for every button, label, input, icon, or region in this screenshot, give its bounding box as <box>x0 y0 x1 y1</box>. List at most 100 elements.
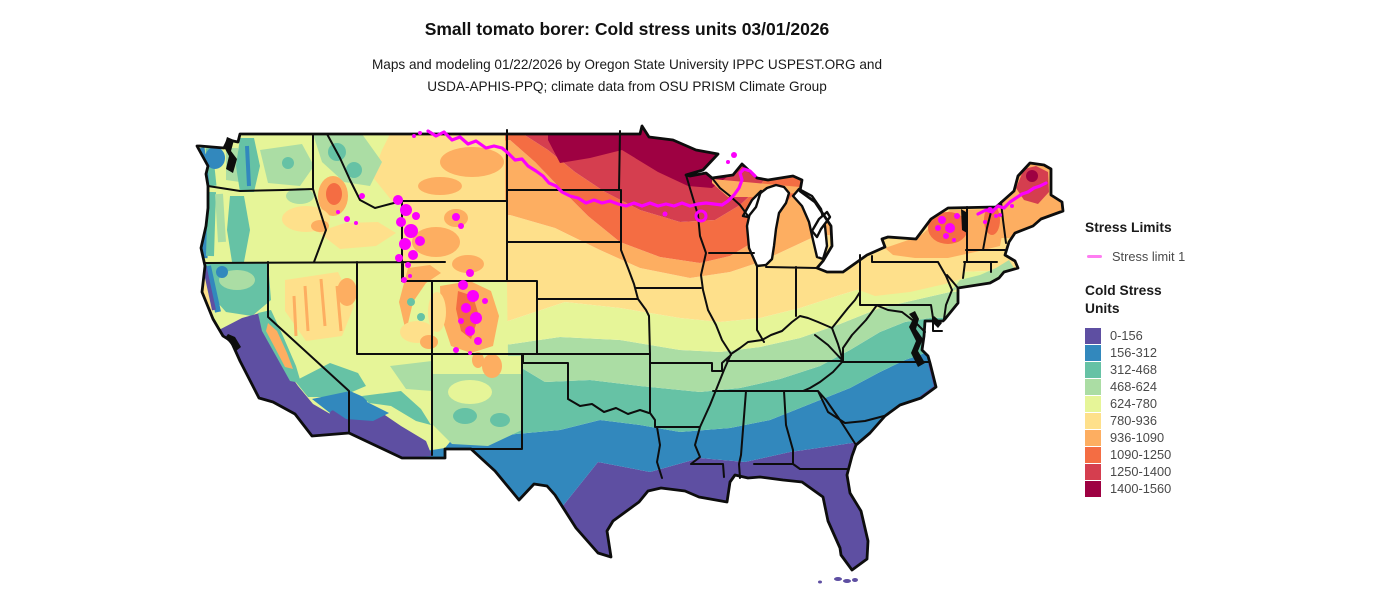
california-purple <box>215 313 350 439</box>
or-cascades-teal <box>227 196 250 262</box>
key-4 <box>818 580 822 584</box>
nevada-ridges <box>292 278 343 337</box>
legend-bin-swatch-1 <box>1085 344 1101 361</box>
legend-bin-row: 1400-1560 <box>1085 480 1385 497</box>
wa-cascades-blue-core <box>245 145 251 187</box>
siskiyou-blue <box>216 266 228 278</box>
band-468-624 <box>197 288 1063 410</box>
ne-arizona-green <box>390 361 432 391</box>
state-borders <box>204 129 1007 479</box>
state-borders-central <box>649 174 861 479</box>
legend-bin-label-9: 1400-1560 <box>1110 481 1172 496</box>
key-2 <box>843 579 851 583</box>
legend-bin-label-6: 936-1090 <box>1110 430 1165 445</box>
arizona-blue <box>331 399 389 421</box>
montana-orange-patch2 <box>418 177 462 195</box>
legend-bin-swatch-4 <box>1085 395 1101 412</box>
utah-teal-dot2 <box>417 313 425 321</box>
south-nevada-teal <box>295 363 366 397</box>
sf-bay <box>225 334 241 351</box>
state-borders-south <box>712 327 931 479</box>
sangre-orange2 <box>472 352 484 368</box>
snake-plain <box>318 222 396 249</box>
stress-limits-title: Stress Limits <box>1085 220 1172 235</box>
legend: Stress Limits Stress limit 1 Cold Stress… <box>1085 220 1385 497</box>
legend-bin-row: 624-780 <box>1085 395 1385 412</box>
cold-stress-bins: 0-156 156-312 312-468 468-624 624-780 780-936… <box>1085 327 1385 497</box>
south-utah-orange <box>420 335 438 349</box>
stress-limit-label: Stress limit 1 <box>1112 249 1186 264</box>
sw-nm-teal2 <box>490 413 510 427</box>
puget-sound <box>224 137 237 173</box>
wyoming-orange-patch2 <box>452 255 484 273</box>
maine-maroon <box>1026 170 1038 182</box>
key-1 <box>834 577 842 581</box>
stress-limit-layer <box>336 129 1048 355</box>
nm-center-yellow <box>448 380 492 404</box>
ne-coast-green <box>934 260 1014 315</box>
subtitle-line-1: Maps and modeling 01/22/2026 by Oregon S… <box>371 57 883 72</box>
subtitle-line-2: USDA-APHIS-PPQ; climate data from OSU PR… <box>427 79 827 94</box>
or-coastrange-teal <box>206 191 216 257</box>
legend-bin-label-8: 1250-1400 <box>1110 464 1172 479</box>
blue-mountains-green <box>286 188 314 204</box>
florida-keys <box>818 577 858 584</box>
legend-bin-label-1: 156-312 <box>1110 345 1157 360</box>
state-borders-east <box>842 201 1007 362</box>
state-borders-west <box>204 129 702 456</box>
legend-bin-row: 780-936 <box>1085 412 1385 429</box>
legend-bin-label-7: 1090-1250 <box>1110 447 1172 462</box>
mogollon-teal <box>362 391 431 425</box>
legend-bin-label-5: 780-936 <box>1110 413 1157 428</box>
cold-stress-title: Cold Stress Units <box>1085 283 1162 316</box>
conus-outline <box>195 124 1065 572</box>
legend-bin-row: 468-624 <box>1085 378 1385 395</box>
east-washington-teal <box>282 157 294 169</box>
sw-nm-teal <box>453 408 477 424</box>
legend-bin-row: 1090-1250 <box>1085 446 1385 463</box>
west-colorado-yellow <box>428 292 446 332</box>
sierra-crest-orange <box>266 323 293 369</box>
norcal-coast-blue <box>205 265 221 313</box>
stress-limit-line-north <box>426 129 757 208</box>
key-3 <box>852 578 858 582</box>
legend-bin-swatch-6 <box>1085 429 1101 446</box>
utah-teal-dot <box>407 298 415 306</box>
page-title: Small tomato borer: Cold stress units 03… <box>424 19 830 39</box>
ne-nevada-orange <box>337 278 357 306</box>
delaware-bay <box>931 316 942 328</box>
legend-bin-swatch-7 <box>1085 446 1101 463</box>
legend-bin-label-0: 0-156 <box>1110 328 1143 343</box>
inland-water <box>224 137 967 367</box>
olympics-blue <box>205 147 225 169</box>
lake-champlain <box>961 209 967 233</box>
chesapeake-bay <box>909 311 925 367</box>
legend-bin-label-2: 312-468 <box>1110 362 1157 377</box>
idaho-mountains-core <box>326 183 342 205</box>
legend-bin-swatch-9 <box>1085 480 1101 497</box>
legend-bin-row: 156-312 <box>1085 344 1385 361</box>
sangre-orange <box>482 354 502 378</box>
wyoming-orange-patch <box>412 227 460 257</box>
legend-bin-row: 312-468 <box>1085 361 1385 378</box>
colorado-rockies-red <box>456 291 479 339</box>
page-subtitle: Maps and modeling 01/22/2026 by Oregon S… <box>0 54 1254 98</box>
legend-bin-swatch-3 <box>1085 378 1101 395</box>
legend-bin-row: 0-156 <box>1085 327 1385 344</box>
montana-orange-patch <box>440 147 504 177</box>
legend-bin-label-3: 468-624 <box>1110 379 1157 394</box>
legend-bin-swatch-5 <box>1085 412 1101 429</box>
legend-bin-row: 1250-1400 <box>1085 463 1385 480</box>
legend-bin-swatch-2 <box>1085 361 1101 378</box>
legend-bin-row: 936-1090 <box>1085 429 1385 446</box>
stress-limit-swatch <box>1087 255 1102 258</box>
stress-limit-item: Stress limit 1 <box>1087 249 1385 264</box>
willamette-green <box>215 193 226 243</box>
legend-bin-label-4: 624-780 <box>1110 396 1157 411</box>
legend-bin-swatch-8 <box>1085 463 1101 480</box>
legend-bin-swatch-0 <box>1085 327 1101 344</box>
north-idaho-teal2 <box>346 162 362 178</box>
band-1090-1250 <box>197 128 1063 263</box>
